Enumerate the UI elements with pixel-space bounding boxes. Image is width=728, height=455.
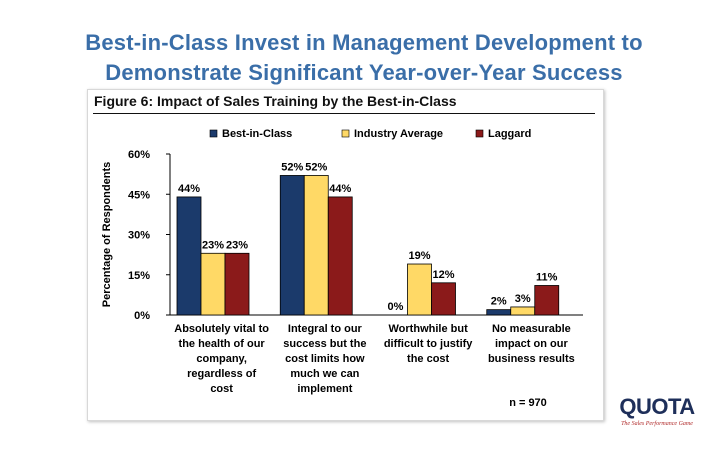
- category-label: business results: [488, 353, 575, 365]
- figure-title: Figure 6: Impact of Sales Training by th…: [94, 93, 457, 109]
- category-label: the health of our: [179, 338, 266, 350]
- legend-label: Industry Average: [354, 128, 443, 140]
- category-label: the cost: [407, 353, 450, 365]
- data-label: 12%: [432, 269, 454, 281]
- data-label: 3%: [515, 293, 531, 305]
- bar: [303, 175, 329, 316]
- legend-label: Laggard: [488, 128, 531, 140]
- bar: [407, 263, 432, 316]
- bar: [279, 175, 305, 316]
- y-axis-title: Percentage of Respondents: [101, 162, 113, 307]
- y-tick-label: 30%: [128, 230, 150, 242]
- bar: [534, 285, 560, 316]
- bar: [510, 306, 536, 316]
- bar: [176, 196, 202, 316]
- sample-size-note: n = 970: [509, 397, 547, 409]
- figure-panel: Figure 6: Impact of Sales Training by th…: [87, 89, 604, 421]
- category-label: impact on our: [495, 338, 568, 350]
- logo-tagline: The Sales Performance Game: [621, 421, 693, 427]
- data-label: 52%: [305, 161, 327, 173]
- bar: [224, 252, 250, 316]
- data-label: 52%: [281, 161, 303, 173]
- data-label: 19%: [408, 250, 430, 262]
- category-label: company,: [196, 353, 247, 365]
- legend-swatch: [341, 129, 350, 138]
- category-label: difficult to justify: [384, 338, 473, 350]
- category-label: cost: [210, 383, 233, 395]
- slide-title-line-2: Demonstrate Significant Year-over-Year S…: [105, 60, 623, 85]
- bar: [200, 252, 226, 316]
- data-label: 23%: [226, 239, 248, 251]
- category-label: success but the: [283, 338, 366, 350]
- bar: [431, 282, 456, 316]
- bar: [486, 309, 512, 316]
- slide-title-line-1: Best-in-Class Invest in Management Devel…: [85, 30, 643, 55]
- y-tick-label: 45%: [128, 189, 150, 201]
- y-tick-label: 0%: [134, 310, 150, 322]
- y-tick-label: 15%: [128, 270, 150, 282]
- figure-title-rule: [93, 113, 595, 114]
- bar-chart: 0% 15% 30% 45% 60% Percentage of Respondents B…: [101, 128, 583, 409]
- slide-title: Best-in-Class Invest in Management Devel…: [0, 28, 728, 88]
- category-label: Integral to our: [288, 323, 363, 335]
- quota-logo: QUOTA The Sales Performance Game: [612, 394, 702, 434]
- category-label: cost limits how: [285, 353, 365, 365]
- category-label: No measurable: [492, 323, 571, 335]
- category-label: much we can: [290, 368, 359, 380]
- data-label: 0%: [388, 301, 404, 313]
- bar: [327, 196, 353, 316]
- data-label: 11%: [536, 271, 558, 283]
- data-label: 23%: [202, 239, 224, 251]
- category-label: Worthwhile but: [389, 323, 469, 335]
- category-label: regardless of: [187, 368, 256, 380]
- category-label: Absolutely vital to: [174, 323, 269, 335]
- data-label: 44%: [178, 183, 200, 195]
- y-tick-label: 60%: [128, 149, 150, 161]
- logo-wordmark: QUOTA: [619, 394, 695, 419]
- data-label: 2%: [491, 296, 507, 308]
- data-label: 44%: [329, 183, 351, 195]
- category-label: implement: [297, 383, 352, 395]
- legend-swatch: [209, 129, 218, 138]
- legend-label: Best-in-Class: [222, 128, 292, 140]
- legend-swatch: [475, 129, 484, 138]
